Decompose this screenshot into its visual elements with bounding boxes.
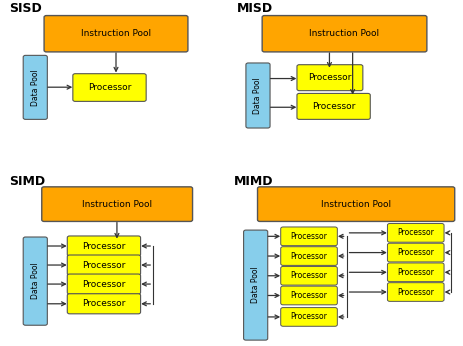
FancyBboxPatch shape <box>67 236 140 256</box>
FancyBboxPatch shape <box>23 55 47 119</box>
Text: Processor: Processor <box>290 291 327 300</box>
Text: Processor: Processor <box>290 271 327 280</box>
FancyBboxPatch shape <box>387 283 443 301</box>
Text: Processor: Processor <box>82 280 125 289</box>
Text: Processor: Processor <box>396 248 433 257</box>
Text: SIMD: SIMD <box>9 175 45 188</box>
FancyBboxPatch shape <box>73 74 146 101</box>
Text: Processor: Processor <box>396 228 433 237</box>
Text: Processor: Processor <box>307 73 351 82</box>
Text: Data Pool: Data Pool <box>31 69 40 106</box>
FancyBboxPatch shape <box>387 243 443 262</box>
Text: Processor: Processor <box>290 312 327 321</box>
FancyBboxPatch shape <box>387 224 443 242</box>
FancyBboxPatch shape <box>280 247 337 265</box>
FancyBboxPatch shape <box>67 294 140 314</box>
FancyBboxPatch shape <box>262 16 426 52</box>
FancyBboxPatch shape <box>280 227 337 246</box>
Text: Instruction Pool: Instruction Pool <box>81 29 151 38</box>
Text: Processor: Processor <box>396 268 433 277</box>
Text: MIMD: MIMD <box>234 175 273 188</box>
Text: Processor: Processor <box>82 242 125 251</box>
Text: Processor: Processor <box>290 232 327 241</box>
Text: Processor: Processor <box>82 261 125 270</box>
Text: Processor: Processor <box>82 299 125 308</box>
FancyBboxPatch shape <box>280 286 337 305</box>
Text: Instruction Pool: Instruction Pool <box>320 200 391 209</box>
Text: Instruction Pool: Instruction Pool <box>308 29 379 38</box>
FancyBboxPatch shape <box>67 274 140 294</box>
FancyBboxPatch shape <box>42 187 192 221</box>
Text: Processor: Processor <box>396 288 433 297</box>
Text: Data Pool: Data Pool <box>253 77 262 114</box>
FancyBboxPatch shape <box>245 63 269 128</box>
FancyBboxPatch shape <box>280 308 337 326</box>
Text: SISD: SISD <box>9 2 42 15</box>
FancyBboxPatch shape <box>296 65 362 91</box>
Text: Processor: Processor <box>290 252 327 261</box>
Text: Data Pool: Data Pool <box>31 263 40 299</box>
Text: Instruction Pool: Instruction Pool <box>81 200 152 209</box>
FancyBboxPatch shape <box>67 255 140 275</box>
Text: Processor: Processor <box>311 102 355 111</box>
FancyBboxPatch shape <box>296 93 369 119</box>
FancyBboxPatch shape <box>257 187 454 221</box>
Text: MISD: MISD <box>236 2 272 15</box>
Text: Data Pool: Data Pool <box>250 267 260 303</box>
FancyBboxPatch shape <box>387 263 443 282</box>
FancyBboxPatch shape <box>23 237 47 325</box>
Text: Processor: Processor <box>88 83 131 92</box>
FancyBboxPatch shape <box>243 230 267 340</box>
FancyBboxPatch shape <box>280 266 337 285</box>
FancyBboxPatch shape <box>44 16 188 52</box>
